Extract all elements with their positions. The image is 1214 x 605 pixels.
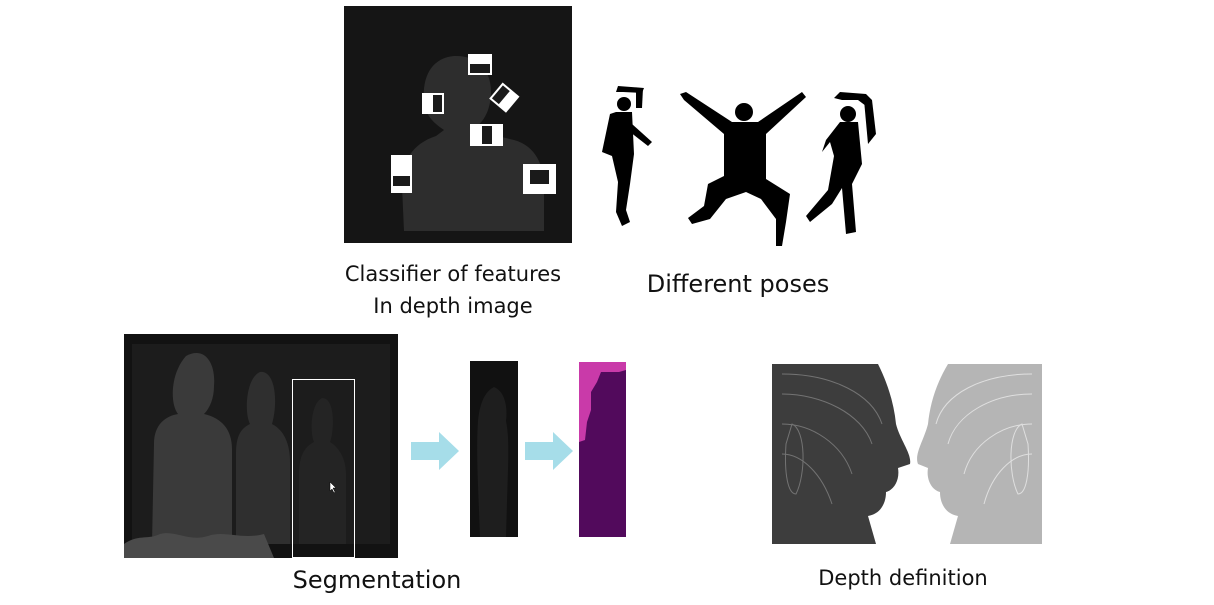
classifier-caption-line2: In depth image [373,294,533,318]
classifier-caption-line1: Classifier of features [344,262,562,286]
feature-box [489,82,520,113]
selection-box[interactable] [292,379,355,558]
cropped-segment [470,361,518,537]
classifier-depth-image [344,6,572,243]
right-arrow-icon [525,432,573,470]
feature-box [391,155,412,193]
feature-box [422,93,444,114]
right-arrow-icon [411,432,459,470]
pose-silhouette-left [602,86,652,226]
pose-silhouette-right [806,92,876,234]
feature-box [523,164,556,194]
classifier-caption: Classifier of features In depth image [322,258,584,322]
segmentation-depth-image [124,334,398,558]
feature-box [470,124,503,146]
cursor-icon [329,481,337,494]
poses-silhouettes [596,84,886,249]
depth-definition-image [772,364,1042,544]
depth-caption: Depth definition [818,566,988,590]
pose-silhouette-middle [680,92,806,246]
poses-caption: Different poses [646,270,830,298]
segmented-mask [579,362,626,537]
feature-box [468,54,492,75]
segmentation-caption: Segmentation [292,566,462,594]
